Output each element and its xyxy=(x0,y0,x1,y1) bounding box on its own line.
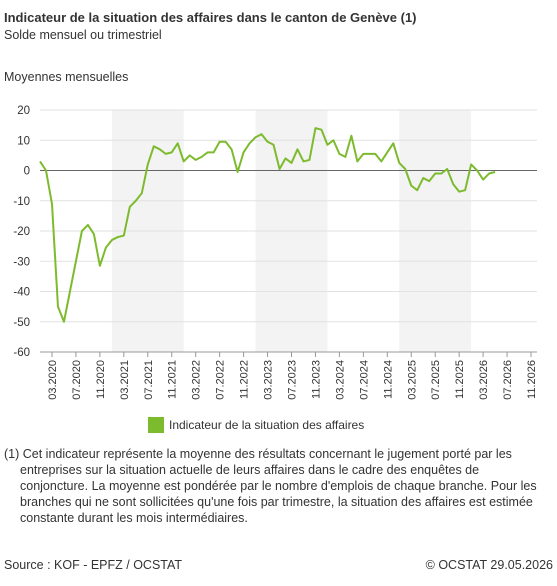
x-tick-label: 07.2026 xyxy=(502,360,514,400)
source: Source : KOF - EPFZ / OCSTAT xyxy=(4,558,183,572)
footnote: (1) Cet indicateur représente la moyenne… xyxy=(4,447,537,525)
x-tick-label: 03.2024 xyxy=(334,360,346,400)
x-tick-label: 03.2021 xyxy=(119,360,131,400)
x-tick-label: 11.2024 xyxy=(382,360,394,399)
x-tick-label: 07.2021 xyxy=(143,360,155,400)
title: Indicateur de la situation des affaires … xyxy=(4,10,417,25)
panel-label: Moyennes mensuelles xyxy=(4,70,129,84)
y-tick-label: -60 xyxy=(13,347,30,359)
y-tick-label: 10 xyxy=(17,135,30,147)
legend-swatch xyxy=(148,417,164,433)
legend-label: Indicateur de la situation des affaires xyxy=(169,418,364,432)
x-tick-label: 03.2026 xyxy=(478,360,490,400)
y-tick-label: 20 xyxy=(17,105,30,117)
x-tick-label: 07.2023 xyxy=(286,360,298,400)
x-tick-label: 07.2025 xyxy=(430,360,442,400)
x-tick-label: 11.2022 xyxy=(239,360,251,399)
copyright: © OCSTAT 29.05.2026 xyxy=(425,558,553,572)
x-tick-label: 07.2022 xyxy=(215,360,227,400)
x-tick-label: 11.2021 xyxy=(167,360,179,399)
y-tick-label: -20 xyxy=(13,226,30,238)
y-tick-label: -10 xyxy=(13,196,30,208)
x-tick-label: 11.2025 xyxy=(454,360,466,399)
x-tick-label: 11.2020 xyxy=(95,360,107,399)
x-tick-label: 03.2020 xyxy=(47,360,59,400)
x-tick-label: 11.2023 xyxy=(310,360,322,399)
x-tick-label: 03.2022 xyxy=(191,360,203,400)
chart: -60 -50 -40 -30 -20 -10 0 10 20 03.2020 07.2020 11.… xyxy=(13,105,538,433)
y-tick-label: -50 xyxy=(13,317,30,329)
y-tick-label: -30 xyxy=(13,256,30,268)
x-tick-label: 11.2026 xyxy=(526,360,538,399)
x-tick-label: 07.2024 xyxy=(358,360,370,400)
y-tick-label: -40 xyxy=(13,287,30,299)
x-tick-label: 03.2025 xyxy=(406,360,418,400)
y-tick-label: 0 xyxy=(24,166,30,178)
x-tick-label: 03.2023 xyxy=(263,360,275,400)
x-tick-label: 07.2020 xyxy=(71,360,83,400)
line-series xyxy=(39,127,496,323)
subtitle: Solde mensuel ou trimestriel xyxy=(4,28,162,42)
